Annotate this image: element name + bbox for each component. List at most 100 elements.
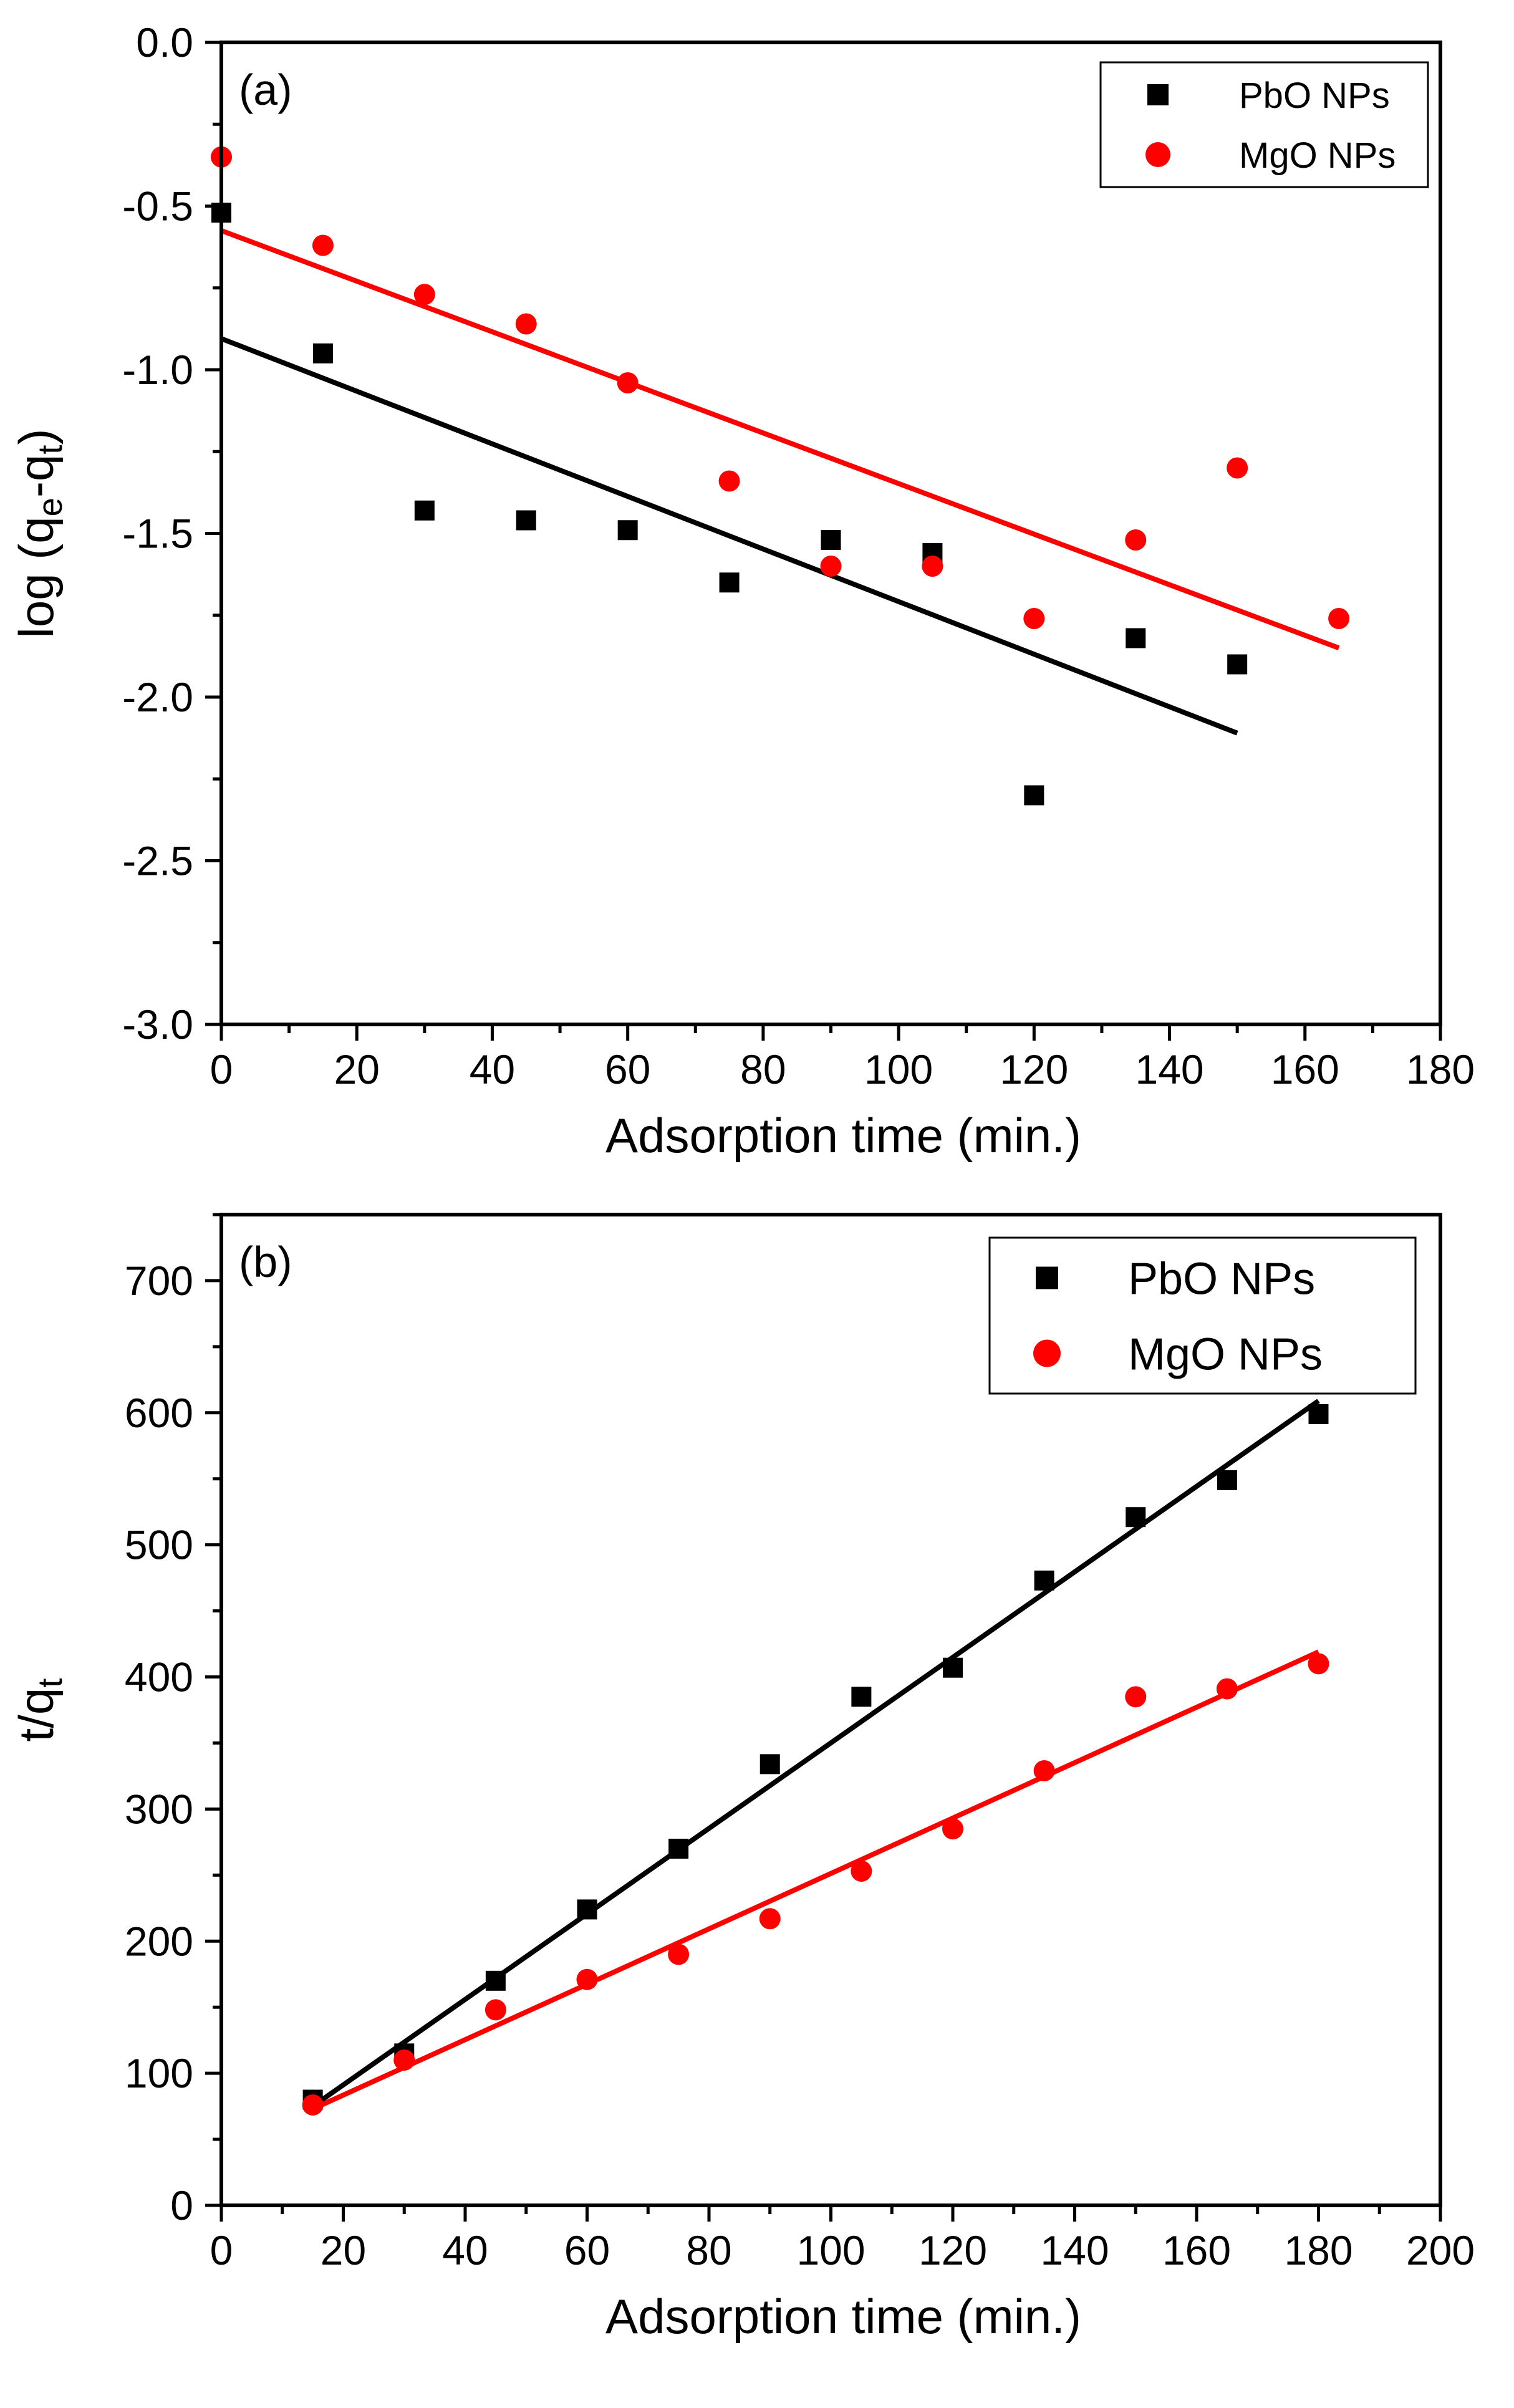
- x-tick-label: 40: [470, 1046, 515, 1092]
- y-tick-label: -3.0: [122, 1001, 193, 1047]
- x-tick-label: 80: [686, 2227, 731, 2273]
- y-tick-label: 0: [170, 2182, 193, 2228]
- fit-line-pbo-nps: [220, 336, 1238, 736]
- panel-a-legend-label-pbo: PbO NPs: [1239, 75, 1390, 116]
- panel-b-ticks: 0 20 40 60 80 100 120 140 160 180 200 0 100 200 300 400…: [125, 1213, 1475, 2273]
- x-tick-label: 60: [605, 1046, 650, 1092]
- panel-b-x-axis-title: Adsorption time (min.): [605, 2289, 1081, 2344]
- data-point-mgo-nps: [1023, 608, 1045, 629]
- chart-panel-b: 0 20 40 60 80 100 120 140 160 180 200 0 100 200 300 400…: [9, 1213, 1475, 2344]
- data-point-mgo-nps: [922, 556, 943, 577]
- data-point-pbo-nps: [943, 1657, 963, 1678]
- data-point-pbo-nps: [516, 510, 536, 531]
- panel-a-legend: PbO NPs MgO NPs: [1099, 61, 1429, 188]
- data-point-mgo-nps: [1328, 608, 1350, 629]
- data-point-mgo-nps: [1125, 1686, 1147, 1708]
- data-point-pbo-nps: [1126, 628, 1146, 648]
- fit-line-pbo-nps: [311, 1399, 1320, 2109]
- x-tick-label: 40: [442, 2227, 488, 2273]
- panel-b-legend-label-pbo: PbO NPs: [1128, 1254, 1315, 1304]
- x-tick-label: 160: [1271, 1046, 1339, 1092]
- panel-a-legend-label-mgo: MgO NPs: [1239, 135, 1396, 176]
- data-point-mgo-nps: [942, 1818, 963, 1840]
- data-point-mgo-nps: [1125, 529, 1147, 551]
- panel-a-legend-marker-pbo: [1147, 84, 1169, 105]
- data-point-pbo-nps: [414, 500, 435, 521]
- panel-b-legend-label-mgo: MgO NPs: [1128, 1329, 1323, 1379]
- data-point-mgo-nps: [1227, 457, 1248, 479]
- x-tick-label: 20: [334, 1046, 380, 1092]
- data-point-mgo-nps: [759, 1908, 781, 1930]
- panel-a-label: (a): [239, 65, 292, 114]
- x-tick-label: 20: [321, 2227, 366, 2273]
- panel-a-y-title-part: -q: [9, 455, 64, 498]
- data-point-pbo-nps: [1227, 654, 1248, 675]
- data-point-pbo-nps: [851, 1687, 872, 1707]
- data-point-mgo-nps: [485, 1999, 506, 2021]
- data-point-pbo-nps: [1217, 1470, 1237, 1490]
- data-point-mgo-nps: [393, 2049, 415, 2071]
- chart-panel-a: 0 20 40 60 80 100 120 140 160 180 0.0 -0.5 -1.0 -1.5 -…: [9, 19, 1475, 1163]
- data-point-pbo-nps: [668, 1838, 689, 1859]
- data-point-pbo-nps: [1126, 1507, 1146, 1528]
- panel-a-ticks: 0 20 40 60 80 100 120 140 160 180 0.0 -0.5 -1.0 -1.5 -…: [122, 19, 1475, 1092]
- fit-line-mgo-nps: [311, 1649, 1320, 2111]
- data-point-pbo-nps: [759, 1754, 780, 1775]
- data-point-mgo-nps: [668, 1943, 690, 1965]
- panel-b-fit-lines: [311, 1399, 1320, 2111]
- x-tick-label: 140: [1135, 1046, 1203, 1092]
- panel-b-legend: PbO NPs MgO NPs: [988, 1236, 1417, 1395]
- y-tick-label: -2.5: [122, 838, 193, 884]
- y-tick-label: 300: [125, 1786, 193, 1832]
- y-tick-label: 100: [125, 2050, 193, 2096]
- panel-b-legend-marker-pbo: [1036, 1266, 1058, 1289]
- panel-b-y-title-sub-t: t: [31, 1678, 69, 1688]
- panel-b-legend-box: [988, 1236, 1417, 1395]
- y-tick-label: -1.5: [122, 511, 193, 557]
- x-tick-label: 80: [740, 1046, 786, 1092]
- y-tick-label: -2.0: [122, 674, 193, 720]
- y-tick-label: 700: [125, 1258, 193, 1304]
- data-point-pbo-nps: [485, 1970, 506, 1991]
- x-tick-label: 200: [1406, 2227, 1475, 2273]
- x-tick-label: 120: [919, 2227, 987, 2273]
- data-point-pbo-nps: [821, 530, 841, 550]
- data-point-pbo-nps: [1024, 785, 1044, 806]
- panel-a-y-title-part: log (q: [9, 516, 64, 638]
- data-point-mgo-nps: [302, 2094, 324, 2116]
- panel-b-data-points: [302, 1404, 1329, 2116]
- data-point-pbo-nps: [1308, 1404, 1329, 1424]
- data-point-pbo-nps: [1034, 1570, 1054, 1591]
- x-tick-label: 120: [1000, 1046, 1068, 1092]
- data-point-pbo-nps: [577, 1899, 597, 1920]
- panel-a-y-title-sub-e: e: [31, 498, 69, 516]
- data-point-pbo-nps: [719, 572, 740, 593]
- panel-a-fit-lines: [220, 228, 1340, 736]
- panel-a-legend-marker-mgo: [1145, 142, 1170, 167]
- panel-a-y-axis-title: log (qe-qt): [9, 428, 69, 638]
- x-tick-label: 140: [1040, 2227, 1109, 2273]
- data-point-pbo-nps: [617, 520, 638, 541]
- panel-b-legend-marker-mgo: [1033, 1339, 1061, 1367]
- x-tick-label: 0: [210, 2227, 233, 2273]
- panel-a-data-points: [211, 146, 1350, 806]
- y-tick-label: 400: [125, 1654, 193, 1700]
- panel-a-y-title-sub-t: t: [31, 445, 69, 454]
- panel-b-y-title-part: t/q: [9, 1688, 64, 1742]
- panel-b-label: (b): [239, 1238, 292, 1286]
- y-tick-label: 0.0: [136, 19, 193, 65]
- y-tick-label: -0.5: [122, 183, 193, 229]
- x-tick-label: 100: [864, 1046, 933, 1092]
- data-point-mgo-nps: [312, 234, 334, 256]
- data-point-mgo-nps: [413, 284, 435, 306]
- fit-line-mgo-nps: [220, 228, 1340, 650]
- x-tick-label: 160: [1162, 2227, 1231, 2273]
- data-point-mgo-nps: [515, 313, 537, 335]
- panel-b-y-axis-title: t/qt: [9, 1678, 69, 1742]
- x-tick-label: 180: [1284, 2227, 1352, 2273]
- x-tick-label: 0: [210, 1046, 233, 1092]
- y-tick-label: 200: [125, 1918, 193, 1964]
- data-point-mgo-nps: [1308, 1653, 1329, 1675]
